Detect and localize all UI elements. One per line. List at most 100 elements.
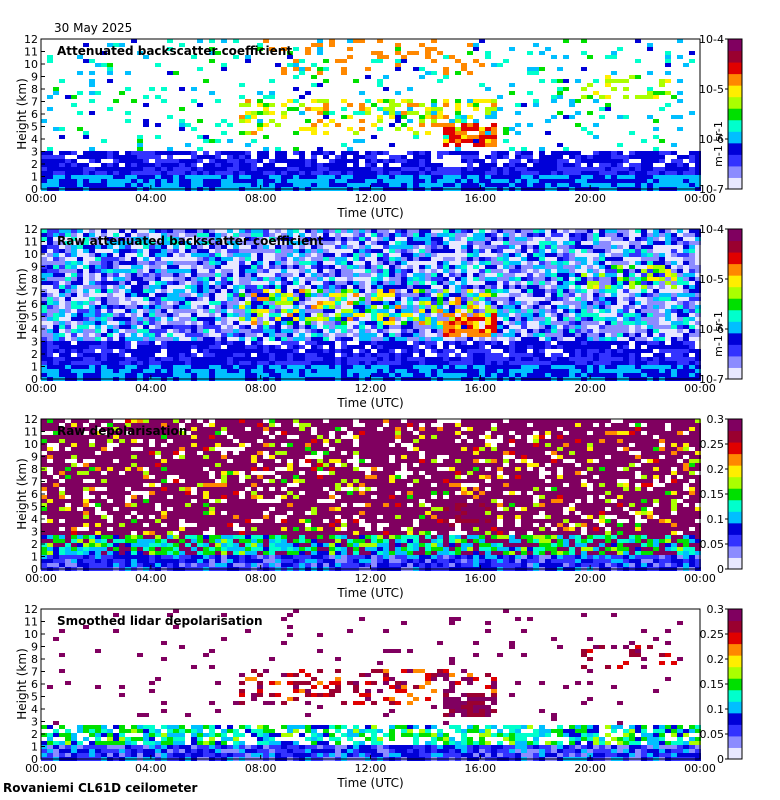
x-tick-label: 20:00 bbox=[574, 762, 606, 775]
y-tick-label: 4 bbox=[31, 513, 38, 526]
x-tick-label: 00:00 bbox=[25, 762, 57, 775]
y-tick-label: 8 bbox=[31, 463, 38, 476]
x-tick-label: 00:00 bbox=[684, 762, 716, 775]
y-tick-label: 9 bbox=[31, 641, 38, 654]
x-tick-label: 20:00 bbox=[574, 382, 606, 395]
y-tick-label: 2 bbox=[31, 728, 38, 741]
x-tick-label: 08:00 bbox=[245, 382, 277, 395]
x-tick-label: 00:00 bbox=[684, 572, 716, 585]
y-tick-label: 7 bbox=[31, 96, 38, 109]
colorbar-tick-label: 10-5 bbox=[699, 83, 724, 96]
colorbar-tick-label: 0.15 bbox=[700, 678, 725, 691]
y-tick-label: 6 bbox=[31, 108, 38, 121]
y-tick-label: 9 bbox=[31, 451, 38, 464]
x-tick-label: 12:00 bbox=[355, 382, 387, 395]
y-tick-label: 12 bbox=[24, 413, 38, 426]
y-tick-label: 3 bbox=[31, 146, 38, 159]
colorbar-tick-label: 0.15 bbox=[700, 488, 725, 501]
y-tick-label: 12 bbox=[24, 33, 38, 46]
y-tick-label: 8 bbox=[31, 653, 38, 666]
colorbar-tick-label: 10-4 bbox=[699, 223, 724, 236]
date-label: 30 May 2025 bbox=[54, 21, 133, 35]
y-tick-label: 0 bbox=[31, 753, 38, 766]
x-axis-label: Time (UTC) bbox=[336, 206, 403, 220]
y-tick-label: 10 bbox=[24, 248, 38, 261]
x-tick-label: 12:00 bbox=[355, 762, 387, 775]
colorbar-tick-label: 0 bbox=[717, 563, 724, 576]
y-tick-label: 0 bbox=[31, 563, 38, 576]
colorbar: 10-7 10-6 10-5 10-4 m-1 sr-1 bbox=[699, 223, 743, 386]
panel-title: Raw attenuated backscatter coefficient bbox=[57, 234, 324, 248]
colorbar-unit: m-1 sr-1 bbox=[712, 121, 725, 167]
y-tick-label: 8 bbox=[31, 273, 38, 286]
y-tick-label: 6 bbox=[31, 678, 38, 691]
instrument-label: Rovaniemi CL61D ceilometer bbox=[3, 781, 198, 795]
colorbar-unit: m-1 sr-1 bbox=[712, 311, 725, 357]
colorbar: 10-7 10-6 10-5 10-4 m-1 sr-1 bbox=[699, 33, 743, 196]
y-tick-label: 1 bbox=[31, 171, 38, 184]
x-tick-label: 16:00 bbox=[464, 192, 496, 205]
colorbar-tick-label: 0.2 bbox=[707, 653, 725, 666]
colorbar-tick-label: 0.25 bbox=[700, 438, 725, 451]
y-tick-label: 5 bbox=[31, 311, 38, 324]
x-tick-label: 16:00 bbox=[464, 762, 496, 775]
y-axis-label: Height (km) bbox=[15, 268, 29, 339]
x-tick-label: 04:00 bbox=[135, 382, 167, 395]
x-tick-label: 12:00 bbox=[355, 572, 387, 585]
x-tick-label: 00:00 bbox=[684, 192, 716, 205]
y-tick-label: 12 bbox=[24, 603, 38, 616]
x-tick-label: 00:00 bbox=[25, 192, 57, 205]
y-tick-label: 6 bbox=[31, 488, 38, 501]
x-axis-label: Time (UTC) bbox=[336, 776, 403, 790]
y-tick-label: 7 bbox=[31, 286, 38, 299]
colorbar-tick-label: 0.25 bbox=[700, 628, 725, 641]
colorbar-tick-label: 0.1 bbox=[707, 703, 725, 716]
y-axis-label: Height (km) bbox=[15, 458, 29, 529]
colorbar-tick-label: 10-7 bbox=[699, 373, 724, 386]
x-tick-label: 08:00 bbox=[245, 572, 277, 585]
y-tick-label: 5 bbox=[31, 501, 38, 514]
y-tick-label: 2 bbox=[31, 158, 38, 171]
colorbar-tick-label: 0.1 bbox=[707, 513, 725, 526]
y-tick-label: 10 bbox=[24, 58, 38, 71]
y-tick-label: 3 bbox=[31, 336, 38, 349]
x-axis-label: Time (UTC) bbox=[336, 586, 403, 600]
colorbar-tick-label: 0.3 bbox=[707, 413, 725, 426]
colorbar-tick-label: 10-6 bbox=[699, 133, 724, 146]
colorbar-tick-label: 0 bbox=[717, 753, 724, 766]
y-tick-label: 9 bbox=[31, 261, 38, 274]
x-tick-label: 16:00 bbox=[464, 572, 496, 585]
y-tick-label: 9 bbox=[31, 71, 38, 84]
y-tick-label: 11 bbox=[24, 46, 38, 59]
y-tick-label: 11 bbox=[24, 426, 38, 439]
x-tick-label: 08:00 bbox=[245, 762, 277, 775]
colorbar-tick-label: 10-7 bbox=[699, 183, 724, 196]
x-tick-label: 04:00 bbox=[135, 192, 167, 205]
x-tick-label: 00:00 bbox=[25, 382, 57, 395]
colorbar-tick-label: 0.05 bbox=[700, 728, 725, 741]
colorbar-tick-label: 10-4 bbox=[699, 33, 724, 46]
y-tick-label: 3 bbox=[31, 716, 38, 729]
y-tick-label: 0 bbox=[31, 183, 38, 196]
y-tick-label: 11 bbox=[24, 236, 38, 249]
y-tick-label: 0 bbox=[31, 373, 38, 386]
colorbar-tick-label: 0.05 bbox=[700, 538, 725, 551]
panel-title: Attenuated backscatter coefficient bbox=[57, 44, 292, 58]
y-tick-label: 4 bbox=[31, 323, 38, 336]
y-tick-label: 10 bbox=[24, 438, 38, 451]
colorbar: 0 0.05 0.1 0.15 0.2 0.25 0.3 bbox=[700, 413, 743, 576]
x-tick-label: 20:00 bbox=[574, 572, 606, 585]
y-tick-label: 5 bbox=[31, 691, 38, 704]
y-tick-label: 3 bbox=[31, 526, 38, 539]
panel-title: Raw depolarisation bbox=[57, 424, 187, 438]
colorbar-tick-label: 10-5 bbox=[699, 273, 724, 286]
y-tick-label: 10 bbox=[24, 628, 38, 641]
x-tick-label: 04:00 bbox=[135, 572, 167, 585]
colorbar-tick-label: 10-6 bbox=[699, 323, 724, 336]
y-tick-label: 4 bbox=[31, 703, 38, 716]
y-tick-label: 1 bbox=[31, 361, 38, 374]
